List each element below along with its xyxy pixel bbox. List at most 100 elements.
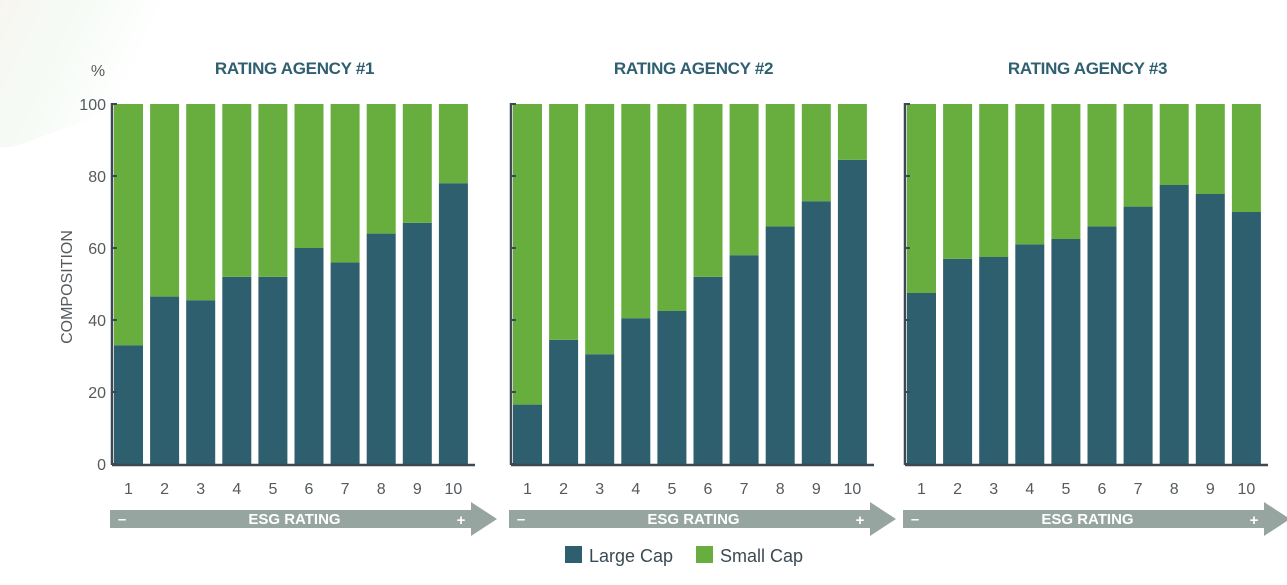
bar-large-cap-8 — [366, 233, 396, 464]
bar-large-cap-2 — [150, 296, 180, 464]
arrow-minus-label: – — [517, 511, 525, 528]
bar-small-cap-2 — [150, 104, 180, 297]
x-tick-label: 3 — [196, 481, 205, 498]
bar-small-cap-9 — [1195, 104, 1225, 194]
x-tick-label: 2 — [953, 481, 962, 498]
arrow-minus-label: – — [911, 511, 919, 528]
x-tick-label: 9 — [1206, 481, 1215, 498]
bar-small-cap-7 — [330, 104, 360, 263]
bar-large-cap-3 — [585, 354, 615, 464]
y-tick-label: 0 — [97, 457, 106, 474]
x-axis-label: ESG RATING — [647, 511, 739, 528]
bar-large-cap-6 — [294, 248, 324, 464]
bar-small-cap-7 — [729, 104, 759, 256]
x-tick-label: 10 — [844, 481, 862, 498]
x-tick-label: 6 — [704, 481, 713, 498]
bar-small-cap-9 — [801, 104, 831, 202]
bar-large-cap-4 — [1015, 244, 1045, 464]
x-tick-label: 8 — [1170, 481, 1179, 498]
legend-label-large-cap: Large Cap — [589, 546, 673, 566]
legend: Large Cap Small Cap — [565, 546, 803, 566]
bar-large-cap-2 — [549, 339, 579, 464]
x-tick-label: 2 — [160, 481, 169, 498]
esg-rating-arrow — [903, 502, 1287, 536]
x-tick-label: 3 — [989, 481, 998, 498]
bar-large-cap-6 — [693, 276, 723, 464]
bar-large-cap-5 — [1051, 239, 1081, 464]
y-unit-label: % — [91, 63, 105, 80]
bar-small-cap-4 — [1015, 104, 1045, 245]
bar-small-cap-4 — [222, 104, 252, 277]
bar-small-cap-3 — [186, 104, 216, 301]
x-tick-label: 1 — [523, 481, 532, 498]
y-tick-label: 100 — [79, 97, 106, 114]
panel-title: RATING AGENCY #1 — [215, 59, 374, 78]
bar-large-cap-4 — [222, 276, 252, 464]
x-tick-label: 5 — [1061, 481, 1070, 498]
legend-label-small-cap: Small Cap — [720, 546, 803, 566]
bar-small-cap-7 — [1123, 104, 1153, 207]
bar-small-cap-5 — [258, 104, 288, 277]
bar-small-cap-6 — [294, 104, 324, 248]
arrow-minus-label: – — [118, 511, 126, 528]
x-axis-label: ESG RATING — [1041, 511, 1133, 528]
esg-rating-arrow — [509, 502, 896, 536]
bar-large-cap-8 — [765, 226, 795, 464]
bar-small-cap-2 — [549, 104, 579, 340]
x-tick-label: 5 — [268, 481, 277, 498]
bar-small-cap-10 — [837, 104, 867, 160]
bar-small-cap-3 — [979, 104, 1009, 257]
bar-small-cap-5 — [1051, 104, 1081, 239]
bar-large-cap-4 — [621, 318, 651, 464]
bar-small-cap-3 — [585, 104, 615, 355]
y-tick-label: 60 — [88, 241, 106, 258]
legend-swatch-large-cap — [565, 546, 582, 563]
bar-large-cap-7 — [1123, 206, 1153, 464]
bar-large-cap-10 — [837, 159, 867, 465]
x-tick-label: 5 — [667, 481, 676, 498]
x-tick-label: 1 — [917, 481, 926, 498]
x-tick-label: 10 — [1238, 481, 1256, 498]
bar-small-cap-1 — [114, 104, 143, 346]
bar-large-cap-3 — [186, 300, 216, 464]
bar-large-cap-5 — [657, 311, 687, 464]
bar-large-cap-9 — [801, 201, 831, 464]
y-axis-label: COMPOSITION — [59, 230, 76, 344]
bar-large-cap-7 — [729, 255, 759, 464]
x-tick-label: 9 — [812, 481, 821, 498]
bar-small-cap-1 — [907, 104, 936, 293]
x-tick-label: 4 — [1025, 481, 1034, 498]
bar-large-cap-1 — [513, 404, 542, 464]
panel-1: RATING AGENCY #11 2 3 4 5 6 7 8 9 10020406080100–… — [79, 59, 497, 536]
bar-small-cap-6 — [693, 104, 723, 277]
x-tick-label: 8 — [776, 481, 785, 498]
x-tick-label: 2 — [559, 481, 568, 498]
x-tick-label: 4 — [631, 481, 640, 498]
bar-small-cap-10 — [438, 104, 468, 184]
bar-small-cap-1 — [513, 104, 542, 405]
panel-title: RATING AGENCY #2 — [614, 59, 773, 78]
x-tick-label: 4 — [232, 481, 241, 498]
x-tick-label: 8 — [377, 481, 386, 498]
bar-large-cap-9 — [402, 222, 432, 464]
arrow-plus-label: + — [1250, 512, 1259, 529]
x-axis-label: ESG RATING — [248, 511, 340, 528]
arrow-plus-label: + — [856, 512, 865, 529]
panel-title: RATING AGENCY #3 — [1008, 59, 1167, 78]
bar-small-cap-6 — [1087, 104, 1117, 227]
bar-large-cap-10 — [438, 183, 468, 464]
x-tick-label: 6 — [1098, 481, 1107, 498]
bar-small-cap-8 — [366, 104, 396, 234]
bar-small-cap-2 — [943, 104, 973, 259]
bar-large-cap-2 — [943, 258, 973, 464]
bar-small-cap-5 — [657, 104, 687, 311]
bar-large-cap-8 — [1159, 185, 1189, 464]
y-tick-label: 40 — [88, 313, 106, 330]
x-tick-label: 9 — [413, 481, 422, 498]
bar-small-cap-10 — [1231, 104, 1261, 212]
bar-large-cap-10 — [1231, 212, 1261, 464]
x-tick-label: 1 — [124, 481, 133, 498]
bar-small-cap-8 — [1159, 104, 1189, 185]
x-tick-label: 6 — [305, 481, 314, 498]
